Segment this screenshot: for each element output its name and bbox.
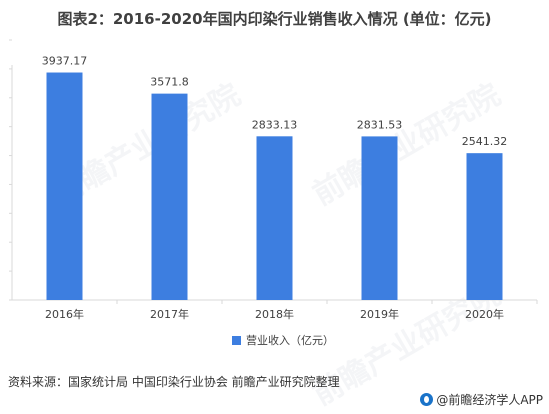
data-label: 3571.8 <box>150 76 189 89</box>
bar <box>151 93 188 300</box>
data-label: 3937.17 <box>42 55 88 68</box>
x-tick-label: 2018年 <box>255 307 294 321</box>
legend-swatch <box>232 336 241 345</box>
x-tick-label: 2020年 <box>465 307 504 321</box>
data-label: 2831.53 <box>357 118 403 131</box>
x-tick-label: 2017年 <box>150 307 189 321</box>
bar <box>256 136 293 300</box>
qianzhan-logo-icon <box>420 393 434 406</box>
chart-title: 图表2：2016-2020年国内印染行业销售收入情况 (单位：亿元) <box>57 10 492 28</box>
legend-label: 营业收入（亿元） <box>246 333 334 347</box>
x-tick-label: 2016年 <box>45 307 84 321</box>
x-tick-label: 2019年 <box>360 307 399 321</box>
bar <box>361 136 398 300</box>
source-note: 资料来源：国家统计局 中国印染行业协会 前瞻产业研究院整理 <box>8 375 340 389</box>
brand-name: @前瞻经济学人APP <box>436 393 543 407</box>
data-label: 2833.13 <box>252 118 298 131</box>
bar <box>466 153 503 300</box>
data-label: 2541.32 <box>462 135 508 148</box>
bar <box>46 72 83 300</box>
brand: @前瞻经济学人APP <box>420 391 543 408</box>
